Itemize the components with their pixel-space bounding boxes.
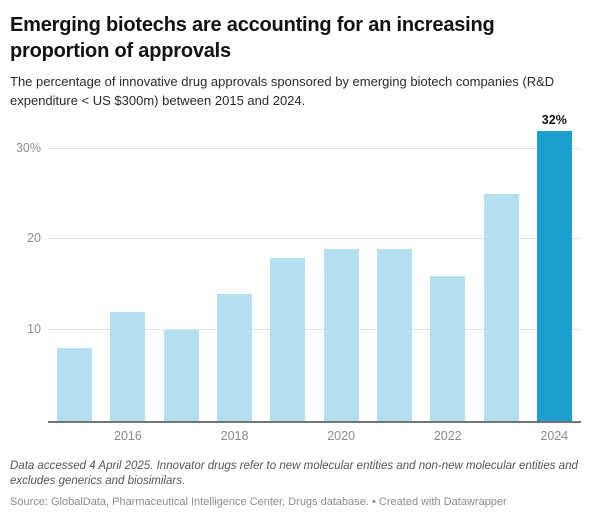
y-axis-tick-label: 10: [27, 322, 41, 337]
bar-2019[interactable]: [270, 257, 306, 421]
x-axis-tick-label: [474, 429, 527, 443]
y-axis-tick-label: 20: [27, 231, 41, 246]
bar-slot: [155, 330, 208, 421]
x-axis-tick-label: 2018: [220, 429, 249, 443]
x-axis-tick-label: 2020: [327, 429, 356, 443]
bar-slot: 32%: [528, 113, 581, 421]
gridline-20: 20: [27, 231, 581, 245]
bar-slot: [101, 312, 154, 421]
source-text: Source: GlobalData, Pharmaceutical Intel…: [10, 496, 369, 508]
y-axis-tick-label: 30%: [15, 140, 41, 155]
bar-slot: [368, 248, 421, 421]
source-line: Source: GlobalData, Pharmaceutical Intel…: [10, 495, 590, 509]
bars-row: 32%: [48, 113, 581, 421]
x-axis-tick-label: [155, 429, 208, 443]
chart-footer: Data accessed 4 April 2025. Innovator dr…: [10, 459, 590, 509]
x-axis-tick-label: [261, 429, 314, 443]
bar-value-label: 32%: [541, 112, 567, 127]
plot-area: 10 20 30% 32%: [16, 113, 590, 421]
chart-subtitle: The percentage of innovative drug approv…: [10, 74, 555, 108]
separator-dot: •: [372, 496, 376, 508]
bar-slot: [421, 275, 474, 421]
bar-2020[interactable]: [323, 248, 359, 421]
gridline-30: 30%: [16, 141, 581, 155]
chart-title: Emerging biotechs are accounting for an …: [10, 14, 495, 62]
bar-2015[interactable]: [57, 348, 93, 421]
bar-slot: [314, 248, 367, 421]
x-axis-tick-label: 2016: [114, 429, 142, 443]
x-axis-tick-label: 2024: [540, 429, 569, 443]
bar-2016[interactable]: [110, 312, 146, 421]
datawrapper-attribution[interactable]: Created with Datawrapper: [378, 496, 507, 508]
bar-slot: [474, 194, 527, 421]
bar-chart: 10 20 30% 32% 2016 2018 2020 2022 2024: [10, 113, 590, 443]
x-axis-tick-label: 2022: [433, 429, 462, 443]
bar-2022[interactable]: [430, 275, 466, 421]
bar-2018[interactable]: [217, 293, 253, 421]
footnote: Data accessed 4 April 2025. Innovator dr…: [10, 460, 578, 487]
bar-slot: [48, 348, 101, 421]
bar-2023[interactable]: [483, 194, 519, 421]
x-axis-tick-label: [48, 429, 101, 443]
bar-slot: [261, 257, 314, 421]
gridline-10: 10: [27, 322, 581, 336]
bar-2024[interactable]: 32%: [536, 113, 572, 421]
x-axis-line: [48, 421, 581, 423]
bar-2017[interactable]: [163, 330, 199, 421]
x-axis-tick-label: [368, 429, 421, 443]
bar-2021[interactable]: [376, 248, 412, 421]
bar-slot: [208, 293, 261, 421]
x-axis-labels: 2016 2018 2020 2022 2024: [48, 429, 581, 443]
